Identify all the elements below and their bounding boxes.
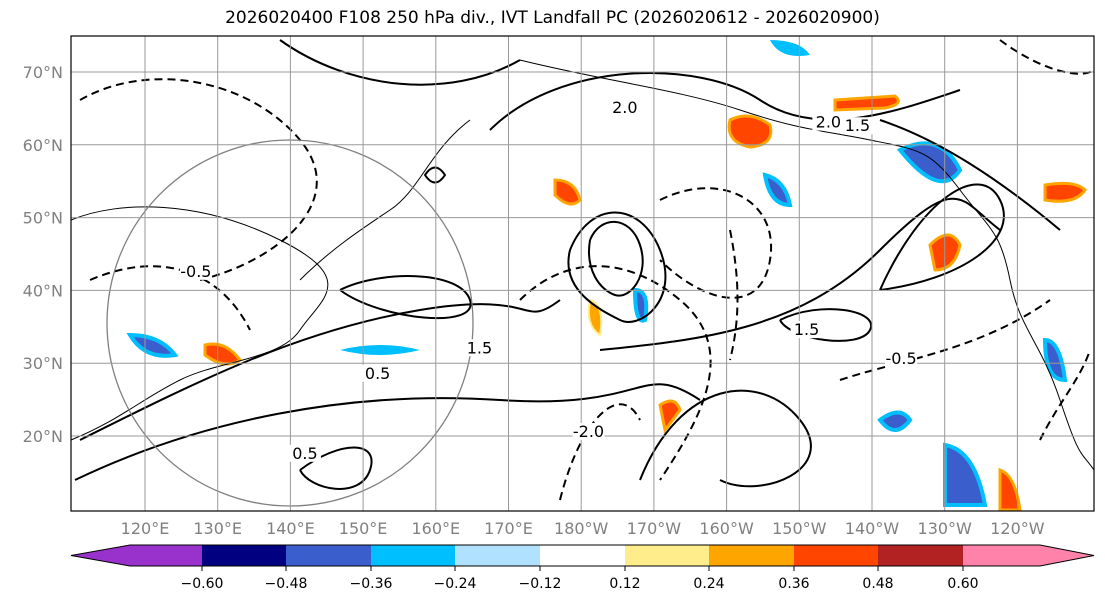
colorbar-segment <box>455 545 540 566</box>
colorbar-tick-label: 0.24 <box>693 576 724 592</box>
contour-label-bg <box>885 350 918 368</box>
colorbar-tick-label: −0.48 <box>265 576 308 592</box>
colorbar-segment <box>625 545 709 566</box>
lon-tick-label: 140°W <box>845 519 900 538</box>
contour-label-bg <box>572 423 605 440</box>
contour-label: 0.5 <box>292 444 317 463</box>
colorbar-tick-label: −0.12 <box>519 576 562 592</box>
lon-tick-label: 130°W <box>918 519 973 538</box>
contour-label: 2.0 <box>816 113 841 132</box>
colorbar-tick-label: 0.48 <box>862 576 893 592</box>
colorbar-tick-label: −0.36 <box>350 576 393 592</box>
lon-tick-label: 140°E <box>266 519 315 538</box>
colorbar-segment <box>286 545 371 566</box>
contour-label-bg <box>790 321 823 339</box>
contour-label: 1.5 <box>845 116 870 135</box>
colorbar-tick-label: 0.60 <box>947 576 978 592</box>
colorbar: −0.60 −0.48 −0.36 −0.24 −0.12 0.12 0.24 0.36 0.4… <box>70 544 1095 592</box>
lat-tick-label: 40°N <box>23 281 63 300</box>
lon-tick-label: 150°E <box>339 519 388 538</box>
colorbar-tick-label: 0.36 <box>778 576 809 592</box>
contour-labels: 2.0 1.52.0-0.50.51.50.51.5-2.0-0.5 <box>179 98 918 463</box>
coastlines <box>70 59 1095 471</box>
lon-tick-label: 120°E <box>121 519 170 538</box>
lon-tick-label: 160°W <box>699 519 754 538</box>
lon-tick-label: 150°W <box>772 519 827 538</box>
contour-label: 2.0 <box>612 98 637 117</box>
colorbar-segment <box>794 545 878 566</box>
colorbar-outline <box>70 544 1095 567</box>
colorbar-segment <box>540 545 625 566</box>
lon-tick-label: 170°E <box>484 519 533 538</box>
lat-tick-label: 70°N <box>23 63 63 82</box>
colorbar-tick-label: 0.12 <box>609 576 640 592</box>
colorbar-tick-label: −0.60 <box>181 576 224 592</box>
contour-label: -0.5 <box>885 349 916 368</box>
contour-label: 1.5 <box>467 338 492 357</box>
contour-label-bg <box>841 117 874 135</box>
contour-label-bg <box>288 444 321 462</box>
colorbar-segment <box>371 545 455 566</box>
contour-label: 1.5 <box>794 320 819 339</box>
contour-label: -0.5 <box>180 262 211 281</box>
contour-label-bg <box>812 113 845 131</box>
contour-label: 0.5 <box>365 364 390 383</box>
contour-label-bg <box>179 262 212 280</box>
colorbar-extend-high <box>963 545 1094 566</box>
lat-tick-label: 60°N <box>23 136 63 155</box>
lat-tick-label: 50°N <box>23 209 63 228</box>
longitude-ticks: 120°E 130°E 140°E 150°E 160°E 170°E 180°W 170°W… <box>121 519 1045 538</box>
colorbar-extend-low <box>71 545 202 566</box>
map-frame <box>70 35 1095 512</box>
colorbar-segment <box>202 545 286 566</box>
colorbar-segment <box>709 545 794 566</box>
colorbar-segment <box>878 545 963 566</box>
colorbar-tick-label: −0.24 <box>434 576 477 592</box>
lon-tick-label: 130°E <box>193 519 242 538</box>
contour-label-bg <box>361 364 394 382</box>
lat-tick-label: 30°N <box>23 354 63 373</box>
contour-label: -2.0 <box>573 422 604 441</box>
lat-tick-label: 20°N <box>23 427 63 446</box>
ivt-contours <box>74 39 1061 490</box>
lon-tick-label: 120°W <box>990 519 1045 538</box>
contour-label-bg <box>463 339 496 357</box>
lon-tick-label: 160°E <box>411 519 460 538</box>
lon-tick-label: 180°W <box>554 519 609 538</box>
chart-title: 2026020400 F108 250 hPa div., IVT Landfa… <box>225 8 880 28</box>
contour-label-bg <box>608 99 641 117</box>
lon-tick-label: 170°W <box>627 519 682 538</box>
latitude-ticks: 70°N 60°N 50°N 40°N 30°N 20°N <box>23 63 63 446</box>
